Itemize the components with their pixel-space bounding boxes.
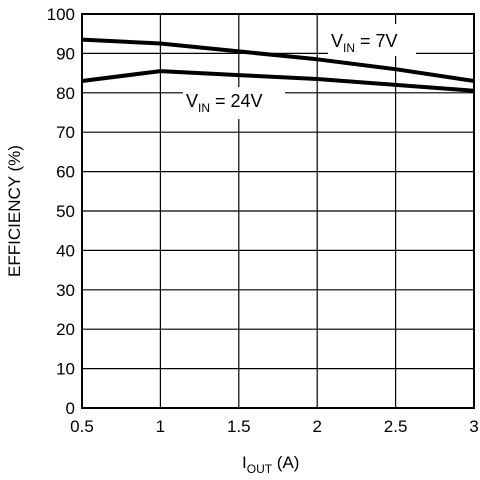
y-tick-label: 80 [56, 84, 75, 103]
y-tick-label: 90 [56, 44, 75, 63]
series-label-vin-24v-rest: = 24V [210, 91, 263, 111]
x-tick-label: 3 [469, 417, 478, 436]
svg-text:VIN = 7V: VIN = 7V [331, 31, 398, 55]
y-tick-label: 30 [56, 281, 75, 300]
series-label-vin-24v-backdrop [183, 87, 285, 119]
series-label-vin-24v-main: V [186, 91, 198, 111]
x-tick-label: 0.5 [70, 417, 94, 436]
series-label-vin-7v-sub: IN [343, 41, 355, 55]
plot-frame [81, 13, 475, 409]
series-label-vin-24v: VIN = 24V [183, 87, 285, 119]
x-tick-label: 2.5 [384, 417, 408, 436]
y-tick-label: 10 [56, 360, 75, 379]
x-axis-title-main: I [242, 453, 247, 472]
x-tick-label: 1.5 [227, 417, 251, 436]
x-tick-label: 1 [156, 417, 165, 436]
series-label-vin-7v-backdrop [328, 24, 416, 56]
y-tick-label: 40 [56, 241, 75, 260]
y-tick-label: 60 [56, 163, 75, 182]
x-axis-title-sub: OUT [247, 462, 273, 476]
series-line-vin-7v [81, 37, 475, 83]
x-axis-title: IOUT (A) [242, 453, 299, 476]
series-line-vin-24v [81, 69, 475, 93]
series-lines [81, 37, 475, 93]
series-label-vin-7v-main: V [331, 31, 343, 51]
series-label-vin-24v-sub: IN [198, 101, 210, 115]
y-tick-label: 50 [56, 202, 75, 221]
y-tick-label: 20 [56, 320, 75, 339]
svg-text:VIN = 24V: VIN = 24V [186, 91, 263, 115]
x-tick-label: 2 [312, 417, 321, 436]
y-tick-label: 70 [56, 123, 75, 142]
y-tick-label: 0 [66, 399, 75, 418]
y-tick-label: 100 [47, 5, 75, 24]
x-axis-title-unit: (A) [272, 453, 299, 472]
series-label-vin-7v-rest: = 7V [355, 31, 398, 51]
series-label-vin-7v: VIN = 7V [328, 24, 416, 56]
y-axis-title: EFFICIENCY (%) [5, 145, 24, 277]
